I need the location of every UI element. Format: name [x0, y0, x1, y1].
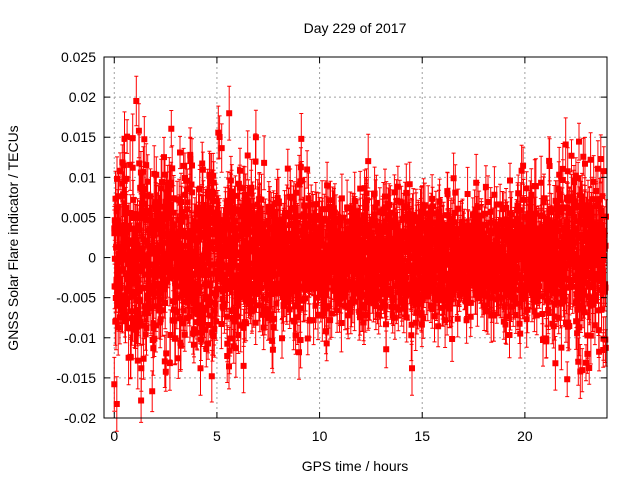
x-tick-label: 10 — [312, 428, 328, 444]
y-tick-label: -0.01 — [64, 330, 96, 346]
axis-ticks — [104, 56, 607, 419]
y-tick-label: 0.015 — [61, 129, 96, 145]
chart-title: Day 229 of 2017 — [304, 20, 407, 36]
tick-labels: -0.02 -0.015 -0.01 -0.005 0 0.005 0.01 0.015 0.0… — [56, 49, 533, 444]
y-tick-label: 0 — [88, 250, 96, 266]
y-tick-label: -0.02 — [64, 410, 96, 426]
x-tick-label: 0 — [110, 428, 118, 444]
y-tick-label: 0.025 — [61, 49, 96, 65]
data-series — [111, 75, 610, 432]
y-tick-label: 0.02 — [69, 89, 96, 105]
y-tick-label: 0.01 — [69, 169, 96, 185]
y-axis-label: GNSS Solar Flare indicator / TECUs — [5, 125, 21, 350]
x-tick-label: 5 — [213, 428, 221, 444]
x-tick-label: 15 — [414, 428, 430, 444]
y-tick-label: 0.005 — [61, 209, 96, 225]
y-tick-label: -0.015 — [56, 370, 96, 386]
plot-frame — [103, 56, 608, 419]
x-axis-label: GPS time / hours — [302, 458, 409, 474]
x-tick-label: 20 — [517, 428, 533, 444]
y-tick-label: -0.005 — [56, 290, 96, 306]
data-point-markers — [111, 98, 610, 407]
